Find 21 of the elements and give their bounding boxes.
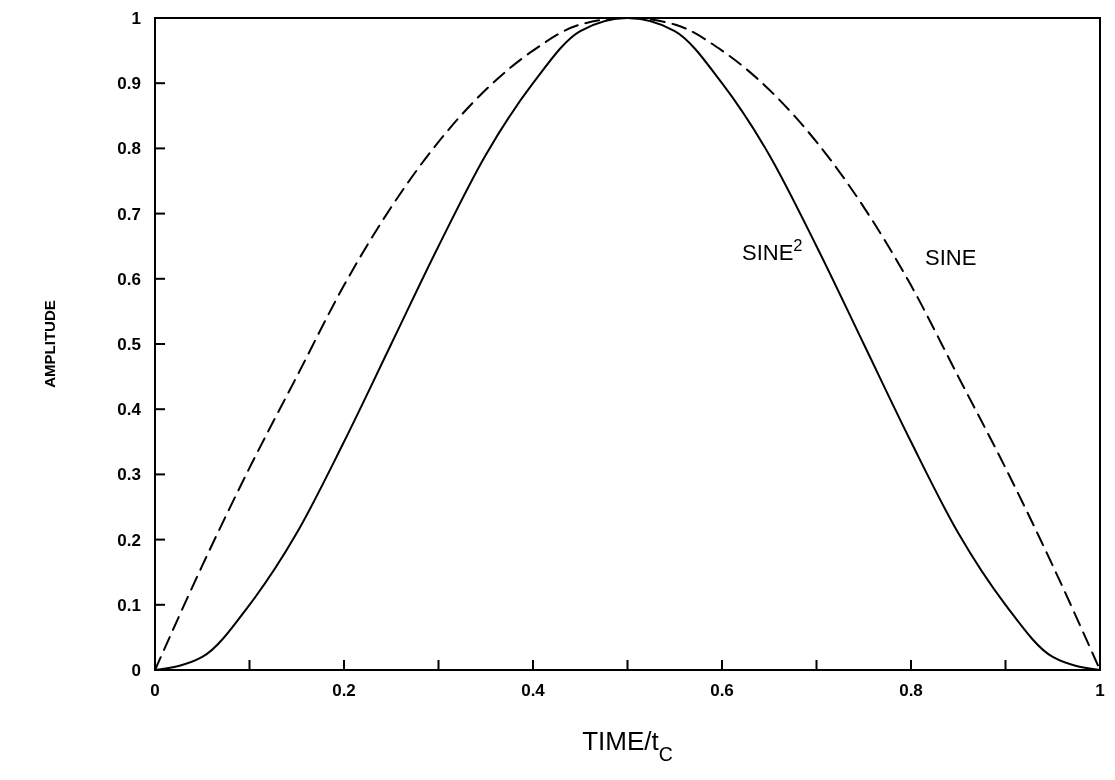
y-tick-label: 0.1 [117,595,141,615]
y-tick-label: 0.5 [117,335,141,354]
y-tick-label: 0.3 [117,465,141,485]
x-tick-label: 0 [150,681,160,700]
y-tick-label: 1 [131,9,141,28]
y-tick-label: 0.9 [117,74,141,94]
x-axis-title: TIME/t$_{C}$ [582,726,673,765]
y-tick-label: 0 [131,661,141,680]
series-label: SINE [925,245,977,271]
y-tick-label: 0.8 [117,139,141,159]
x-tick-label: 0.6 [710,681,734,700]
x-tick-label: 1 [1095,681,1105,700]
x-tick-label: 0.2 [332,681,356,700]
x-tick-label: 0.4 [521,681,546,700]
y-tick-label: 0.7 [117,204,141,224]
y-tick-label: 0.2 [117,530,141,550]
y-tick-label: 0.6 [117,269,141,289]
y-tick-label: 0.4 [117,400,142,420]
series-label: SINE$^{2}$ [741,236,803,266]
x-tick-label: 0.8 [899,681,923,700]
y-axis-title: AMPLITUDE [41,300,58,388]
